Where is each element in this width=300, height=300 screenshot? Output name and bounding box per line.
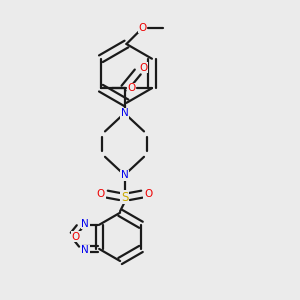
Text: N: N [121,170,128,180]
Text: N: N [121,108,128,118]
Text: O: O [127,83,136,93]
Text: O: O [97,189,105,199]
Text: O: O [139,23,147,33]
Text: N: N [82,219,89,229]
Text: S: S [121,190,128,204]
Text: N: N [82,245,89,255]
Text: O: O [144,189,152,199]
Text: O: O [139,63,147,73]
Text: O: O [72,232,80,242]
